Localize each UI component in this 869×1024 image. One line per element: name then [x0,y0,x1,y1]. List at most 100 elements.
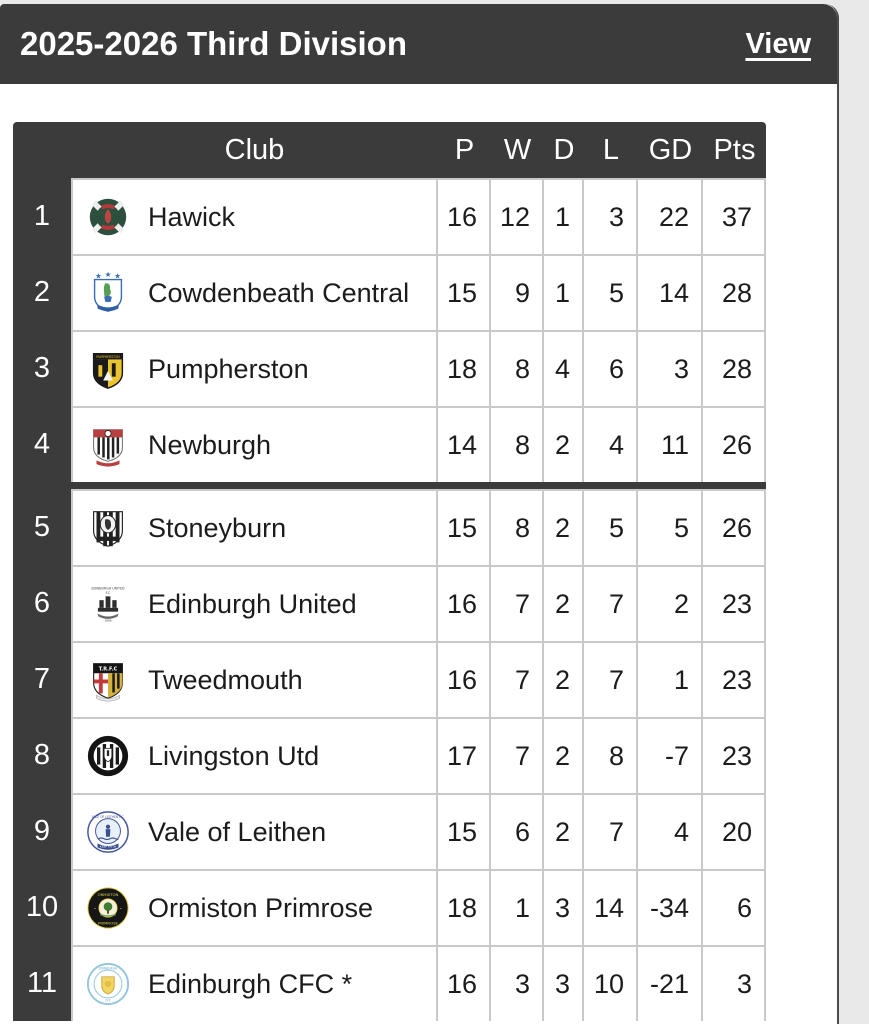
club-cell: Hawick [71,178,438,254]
played-cell: 15 [438,489,491,565]
table-row: 9 VALE OF LEITHEN F.C. KEEP FAITH Vale of L… [13,793,766,869]
lost-cell: 7 [584,641,638,717]
won-cell: 7 [491,641,544,717]
position-cell: 8 [33,738,51,771]
points-cell: 37 [703,178,766,254]
livingston-utd-badge [85,733,131,779]
won-cell: 8 [491,489,544,565]
won-cell: 9 [491,254,544,330]
club-name: Vale of Leithen [148,816,327,847]
points-cell: 26 [703,489,766,565]
header-points: Pts [713,133,756,166]
points-cell: 28 [703,254,766,330]
position-cell: 10 [25,890,59,923]
svg-text:ORMISTON: ORMISTON [98,892,119,897]
svg-text:•: • [94,906,96,911]
view-link[interactable]: View [745,27,811,60]
ormiston-primrose-badge: ORMISTON PRIMROSE • • [85,885,131,931]
played-cell: 17 [438,717,491,793]
svg-text:KEEP FAITH: KEEP FAITH [100,845,116,849]
svg-text:VALE OF LEITHEN F.C.: VALE OF LEITHEN F.C. [92,815,125,819]
header-drawn: D [553,133,575,166]
edinburgh-cfc-badge: EDINBURGH CFC [85,961,131,1007]
played-cell: 16 [438,565,491,641]
club-name: Pumpherston [148,353,309,384]
goal-difference-cell: 11 [638,406,703,482]
club-name: Cowdenbeath Central [148,277,410,308]
table-row: 3 PUMPHERSTON Pumpherston 18 8 4 6 3 28 [13,330,766,406]
lost-cell: 8 [584,717,638,793]
lost-cell: 3 [584,178,638,254]
lost-cell: 7 [584,565,638,641]
points-cell: 23 [703,641,766,717]
won-cell: 12 [491,178,544,254]
svg-text:EDINBURGH UNITED: EDINBURGH UNITED [91,587,125,591]
club-cell: PUMPHERSTON Pumpherston [71,330,438,406]
played-cell: 18 [438,869,491,945]
position-cell: 4 [33,427,51,460]
svg-text:★: ★ [95,272,102,281]
points-cell: 6 [703,869,766,945]
cowdenbeath-central-badge: ★ ★ ★ [85,270,131,316]
position-cell: 11 [26,966,58,999]
played-cell: 15 [438,793,491,869]
table-row: 6 EDINBURGH UNITED F.C 1886 Edinburgh United… [13,565,766,641]
position-cell: 6 [33,586,51,619]
points-cell: 28 [703,330,766,406]
header-played: P [454,133,475,166]
svg-text:1886: 1886 [104,618,111,622]
edinburgh-united-badge: EDINBURGH UNITED F.C 1886 [85,581,131,627]
drawn-cell: 1 [544,178,584,254]
svg-text:CFC: CFC [105,999,111,1003]
drawn-cell: 2 [544,565,584,641]
promotion-divider [13,482,766,489]
drawn-cell: 2 [544,641,584,717]
played-cell: 16 [438,945,491,1021]
svg-text:•: • [120,906,122,911]
drawn-cell: 1 [544,254,584,330]
pumpherston-badge: PUMPHERSTON [85,346,131,392]
position-cell: 2 [33,275,51,308]
club-name: Hawick [148,201,236,232]
goal-difference-cell: 3 [638,330,703,406]
table-header-row: Club P W D L GD Pts [13,122,766,178]
points-cell: 23 [703,717,766,793]
club-name: Ormiston Primrose [148,892,374,923]
club-name: Livingston Utd [148,740,320,771]
drawn-cell: 2 [544,406,584,482]
goal-difference-cell: 14 [638,254,703,330]
table-body: 1 Hawick 16 12 1 3 22 37 2 ★ ★ ★ Cowdenbeath Central… [13,178,766,1021]
won-cell: 3 [491,945,544,1021]
table-row: 11 EDINBURGH CFC Edinburgh CFC * 16 3 3 10 -21 3 [13,945,766,1021]
club-cell: EDINBURGH UNITED F.C 1886 Edinburgh United [71,565,438,641]
svg-text:★: ★ [105,270,112,279]
league-table: Club P W D L GD Pts 1 Hawick 16 12 1 3 22 37 2 ★ ★… [13,122,766,1021]
drawn-cell: 2 [544,793,584,869]
lost-cell: 7 [584,793,638,869]
table-row: 2 ★ ★ ★ Cowdenbeath Central 15 9 1 5 14 28 [13,254,766,330]
lost-cell: 5 [584,254,638,330]
won-cell: 6 [491,793,544,869]
points-cell: 26 [703,406,766,482]
played-cell: 16 [438,178,491,254]
club-cell: ★ ★ ★ Cowdenbeath Central [71,254,438,330]
club-name: Edinburgh CFC * [148,968,353,999]
vale-of-leithen-badge: VALE OF LEITHEN F.C. KEEP FAITH [85,809,131,855]
won-cell: 8 [491,330,544,406]
lost-cell: 14 [584,869,638,945]
drawn-cell: 3 [544,945,584,1021]
header-club: Club [224,133,285,166]
svg-text:PRIMROSE: PRIMROSE [98,920,119,925]
svg-text:T.R.F.C: T.R.F.C [99,667,118,673]
table-row: 8 Livingston Utd 17 7 2 8 -7 23 [13,717,766,793]
position-cell: 5 [33,510,51,543]
won-cell: 7 [491,565,544,641]
goal-difference-cell: -7 [638,717,703,793]
lost-cell: 10 [584,945,638,1021]
goal-difference-cell: 4 [638,793,703,869]
goal-difference-cell: 5 [638,489,703,565]
club-cell: T.R.F.C Tweedmouth [71,641,438,717]
goal-difference-cell: 2 [638,565,703,641]
club-cell: ORMISTON PRIMROSE • • Ormiston Primrose [71,869,438,945]
